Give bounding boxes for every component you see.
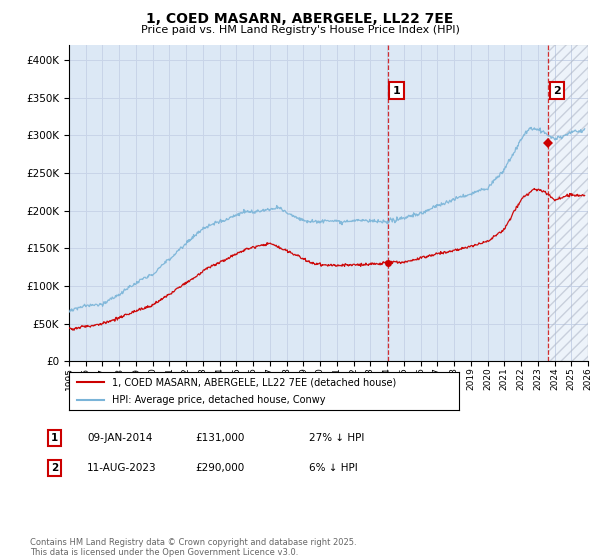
Text: 1: 1	[51, 433, 58, 443]
Text: 27% ↓ HPI: 27% ↓ HPI	[309, 433, 364, 443]
Text: 11-AUG-2023: 11-AUG-2023	[87, 463, 157, 473]
Text: 09-JAN-2014: 09-JAN-2014	[87, 433, 152, 443]
Text: Price paid vs. HM Land Registry's House Price Index (HPI): Price paid vs. HM Land Registry's House …	[140, 25, 460, 35]
Bar	[548, 45, 588, 361]
Text: £131,000: £131,000	[195, 433, 244, 443]
Text: HPI: Average price, detached house, Conwy: HPI: Average price, detached house, Conw…	[112, 395, 325, 405]
Text: £290,000: £290,000	[195, 463, 244, 473]
Text: 1, COED MASARN, ABERGELE, LL22 7EE: 1, COED MASARN, ABERGELE, LL22 7EE	[146, 12, 454, 26]
Text: 1: 1	[392, 86, 400, 96]
Bar	[548, 45, 588, 361]
Text: Contains HM Land Registry data © Crown copyright and database right 2025.
This d: Contains HM Land Registry data © Crown c…	[30, 538, 356, 557]
Text: 2: 2	[51, 463, 58, 473]
Text: 2: 2	[553, 86, 561, 96]
Text: 6% ↓ HPI: 6% ↓ HPI	[309, 463, 358, 473]
Text: 1, COED MASARN, ABERGELE, LL22 7EE (detached house): 1, COED MASARN, ABERGELE, LL22 7EE (deta…	[112, 377, 396, 387]
